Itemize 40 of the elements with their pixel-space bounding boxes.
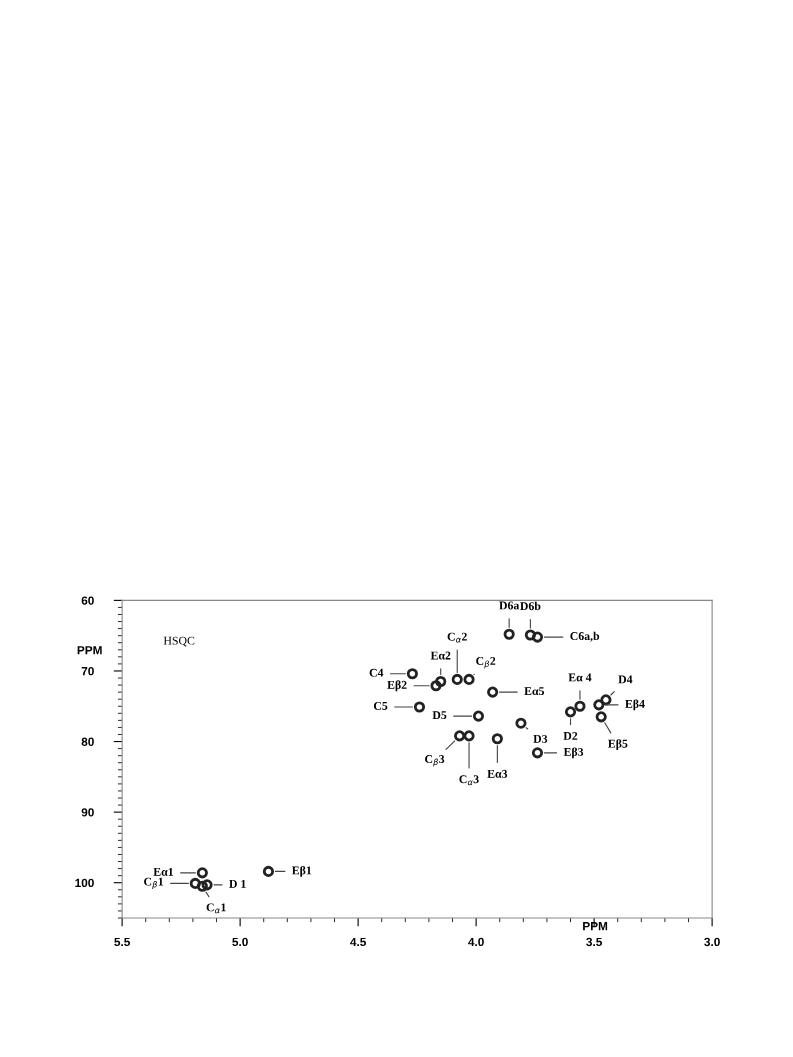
y-tick-label: 70: [81, 666, 94, 676]
annotation: HSQC: [163, 636, 195, 647]
annotation: D 1: [229, 879, 246, 888]
annotation: Eα3: [487, 769, 508, 778]
annotation: Eα 4: [568, 673, 592, 682]
annotation: C$_{β}$1: [144, 877, 164, 890]
annotation: Eα1: [153, 867, 174, 876]
y-tick-label: 90: [81, 808, 94, 817]
y-tick-label: 80: [81, 737, 94, 746]
annotation: D3: [533, 734, 548, 743]
annotation: C5: [373, 701, 388, 710]
annotation: C$_{α}$1: [206, 903, 226, 914]
annotation: C$_{β}$3: [425, 755, 445, 767]
annotation: Eβ3: [563, 747, 584, 759]
annotation: D4: [618, 675, 633, 684]
annotation: D6a: [499, 601, 520, 610]
annotation: D5: [432, 711, 447, 720]
y-axis-title: PPM: [77, 646, 102, 655]
annotation: D2: [563, 731, 578, 740]
annotation: Eβ2: [387, 680, 407, 692]
x-tick-label: 3.5: [586, 937, 602, 947]
x-tick-label: 5.0: [232, 937, 248, 947]
annotation: Eβ1: [291, 866, 312, 877]
annotation: C6a,b: [570, 631, 600, 642]
annotation: D6b: [520, 601, 541, 611]
annotation: Eα2: [430, 651, 451, 660]
y-tick-label: 100: [75, 878, 94, 888]
x-tick-label: 3.0: [704, 937, 720, 947]
annotation: C$_{β}$2: [476, 656, 496, 669]
x-tick-label: 5.5: [114, 937, 130, 947]
annotation: C4: [369, 668, 384, 677]
annotation: Eα5: [524, 687, 545, 696]
annotation: C$_{α}$3: [459, 775, 479, 786]
x-tick-label: 4.0: [468, 937, 484, 947]
annotation: C$_{α}$2: [447, 632, 467, 643]
y-tick-label: 60: [81, 596, 94, 605]
annotation: Eβ4: [625, 699, 645, 711]
x-axis-title: PPM: [583, 922, 608, 931]
x-tick-label: 4.5: [350, 937, 366, 947]
annotation: Eβ5: [608, 739, 628, 751]
